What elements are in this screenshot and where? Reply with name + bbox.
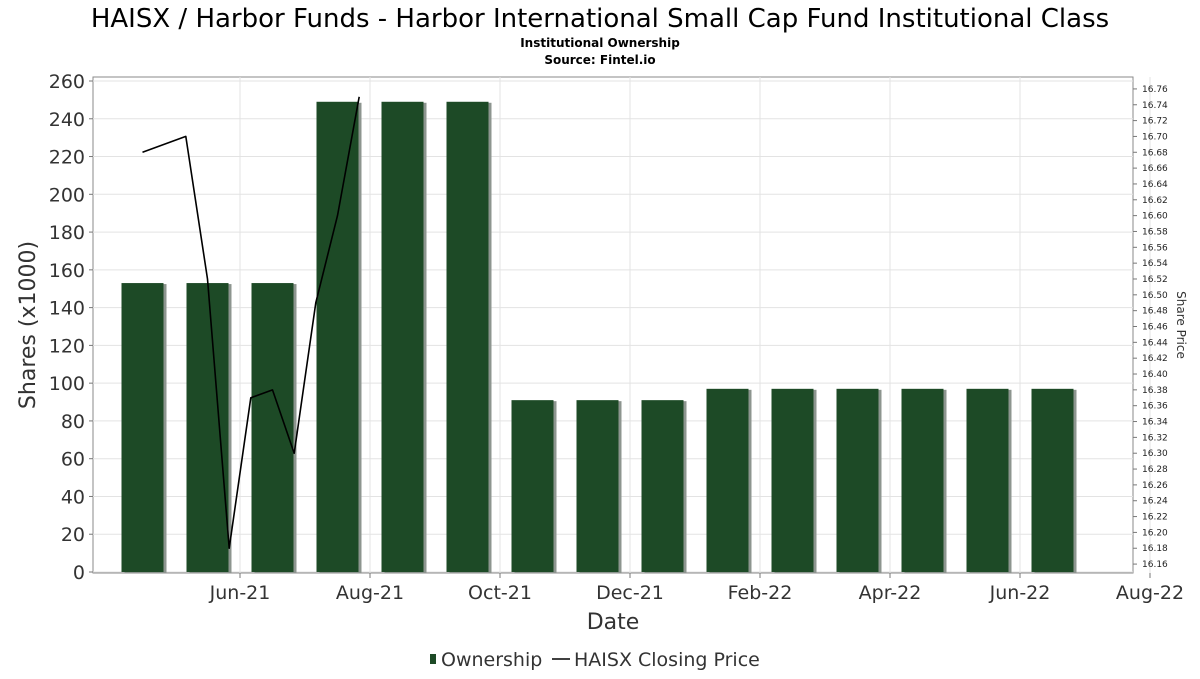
y2-tick-label: 16.40: [1142, 370, 1168, 380]
x-tick-label: Jun-21: [209, 582, 271, 604]
y2-tick-label: 16.72: [1142, 117, 1168, 127]
ownership-bar: [706, 388, 749, 572]
y2-tick-label: 16.64: [1142, 180, 1168, 190]
ownership-bar: [966, 388, 1009, 572]
legend-ownership-label: Ownership: [441, 649, 542, 671]
y2-tick-label: 16.28: [1142, 465, 1168, 475]
y-tick-label: 260: [49, 71, 85, 93]
price-line-group: [142, 96, 360, 550]
y-axis-label: Shares (x1000): [16, 241, 41, 409]
ownership-bar: [836, 388, 879, 572]
legend: Ownership HAISX Closing Price: [430, 649, 760, 671]
y-tick-label: 160: [49, 260, 85, 282]
y2-tick-label: 16.70: [1142, 132, 1168, 142]
x-axis-label: Date: [587, 610, 640, 635]
y-tick-label: 0: [73, 562, 85, 584]
y2-tick-label: 16.56: [1142, 243, 1168, 253]
x-axis: Jun-21 Aug-21 Oct-21 Dec-21 Feb-22 Apr-22 Jun-…: [209, 573, 1184, 604]
y-axis: 0 20 40 60 80 100 120 140 160 180 200 220 240 260: [49, 71, 93, 584]
y-tick-label: 200: [49, 184, 85, 206]
chart-subtitle: Institutional Ownership: [520, 36, 680, 50]
x-tick-label: Aug-21: [336, 582, 404, 604]
y2-tick-label: 16.62: [1142, 196, 1168, 206]
y2-tick-label: 16.44: [1142, 338, 1168, 348]
chart-title: HAISX / Harbor Funds - Harbor Internatio…: [91, 4, 1109, 34]
ownership-bar: [901, 388, 944, 572]
y2-tick-label: 16.26: [1142, 481, 1168, 491]
x-tick-label: Oct-21: [468, 582, 532, 604]
ownership-bar: [641, 400, 684, 572]
ownership-bar: [1031, 388, 1074, 572]
y2-tick-label: 16.54: [1142, 259, 1168, 269]
y2-axis: 16.16 16.18 16.20 16.22 16.24 16.26 16.28 16.30…: [1133, 85, 1168, 570]
x-tick-label: Feb-22: [728, 582, 793, 604]
y2-tick-label: 16.24: [1142, 497, 1168, 507]
y2-tick-label: 16.76: [1142, 85, 1168, 95]
grid-lines: [93, 77, 1151, 573]
x-tick-label: Apr-22: [859, 582, 922, 604]
x-tick-label: Dec-21: [596, 582, 664, 604]
y-tick-label: 180: [49, 222, 85, 244]
legend-price-label: HAISX Closing Price: [574, 649, 760, 671]
y2-tick-label: 16.74: [1142, 101, 1168, 111]
y2-tick-label: 16.48: [1142, 307, 1168, 317]
ownership-bar: [251, 283, 294, 572]
y-tick-label: 140: [49, 298, 85, 320]
y-tick-label: 240: [49, 109, 85, 131]
ownership-bar: [316, 101, 359, 573]
y2-tick-label: 16.60: [1142, 212, 1168, 222]
ownership-bar: [771, 388, 814, 572]
y2-tick-label: 16.18: [1142, 544, 1168, 554]
y-tick-label: 120: [49, 335, 85, 357]
y2-tick-label: 16.22: [1142, 513, 1168, 523]
y2-tick-label: 16.36: [1142, 402, 1168, 412]
y2-tick-label: 16.50: [1142, 291, 1168, 301]
x-tick-label: Jun-22: [989, 582, 1051, 604]
y-tick-label: 40: [61, 486, 85, 508]
y2-tick-label: 16.42: [1142, 354, 1168, 364]
ownership-bar: [511, 400, 554, 572]
chart-source: Source: Fintel.io: [544, 53, 655, 67]
y-tick-label: 80: [61, 411, 85, 433]
x-tick-label: Aug-22: [1116, 582, 1184, 604]
ownership-bar: [121, 283, 164, 572]
y-tick-label: 60: [61, 449, 85, 471]
legend-ownership-swatch: [430, 654, 436, 664]
y2-tick-label: 16.20: [1142, 528, 1168, 538]
y2-tick-label: 16.38: [1142, 386, 1168, 396]
y-tick-label: 20: [61, 524, 85, 546]
y2-tick-label: 16.52: [1142, 275, 1168, 285]
y-tick-label: 100: [49, 373, 85, 395]
bars-group: [121, 101, 1077, 574]
ownership-bar: [576, 400, 619, 572]
y2-tick-label: 16.46: [1142, 323, 1168, 333]
y2-tick-label: 16.68: [1142, 148, 1168, 158]
y2-tick-label: 16.34: [1142, 418, 1168, 428]
y-tick-label: 220: [49, 147, 85, 169]
y2-tick-label: 16.66: [1142, 164, 1168, 174]
y2-tick-label: 16.16: [1142, 560, 1168, 570]
price-line: [142, 96, 360, 550]
y2-tick-label: 16.58: [1142, 227, 1168, 237]
ownership-bar: [186, 283, 229, 572]
ownership-bar: [381, 101, 424, 573]
y2-tick-label: 16.32: [1142, 433, 1168, 443]
y2-tick-label: 16.30: [1142, 449, 1168, 459]
ownership-bar: [446, 101, 489, 573]
y2-axis-label: Share Price: [1174, 291, 1188, 359]
